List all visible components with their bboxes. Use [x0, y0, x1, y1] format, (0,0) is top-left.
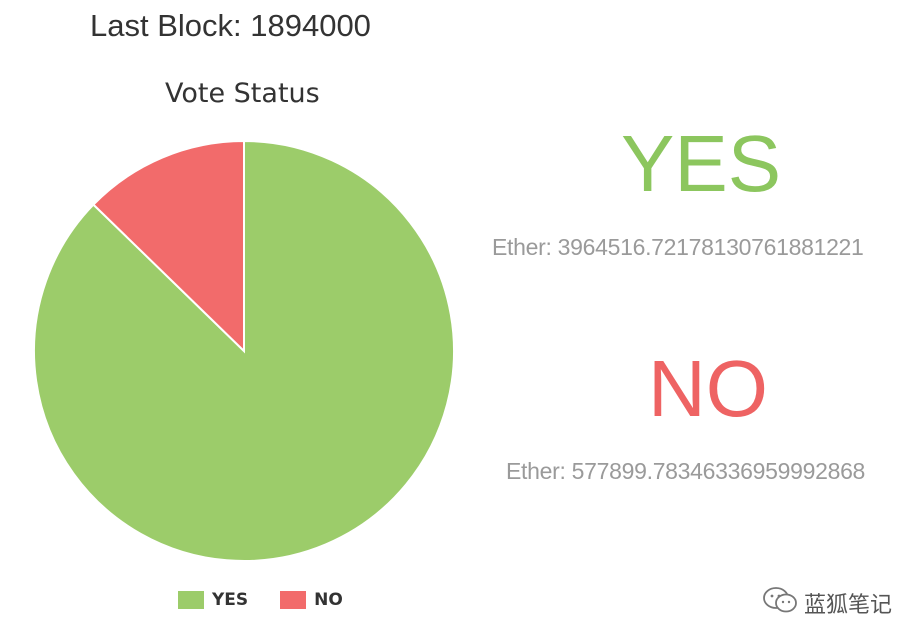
legend-swatch-yes — [178, 591, 204, 609]
no-ether-amount: Ether: 577899.78346336959992868 — [506, 458, 866, 484]
legend-item-no[interactable]: NO — [280, 590, 343, 610]
no-result-label: NO — [648, 344, 768, 433]
legend-item-yes[interactable]: YES — [178, 590, 248, 610]
yes-ether-amount: Ether: 3964516.72178130761881221 — [492, 234, 864, 260]
legend-swatch-no — [280, 591, 307, 609]
chart-legend: YES NO — [178, 590, 375, 610]
chart-title: Vote Status — [165, 78, 320, 109]
pie-slice-no[interactable] — [92, 139, 245, 354]
yes-result-label: YES — [621, 119, 782, 208]
watermark: 蓝狐笔记 — [762, 586, 892, 620]
watermark-text: 蓝狐笔记 — [804, 593, 893, 618]
last-block-title: Last Block: 1894000 — [90, 8, 371, 43]
legend-label-yes: YES — [212, 590, 249, 610]
wechat-icon — [762, 586, 798, 620]
legend-label-no: NO — [314, 590, 343, 610]
